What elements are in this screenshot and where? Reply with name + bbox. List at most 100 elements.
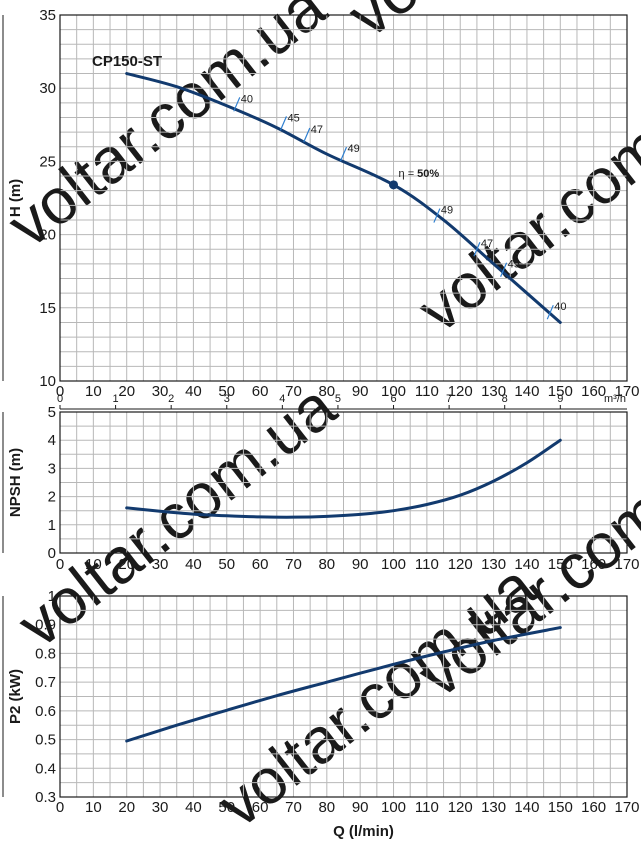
power-axis-label: P2 (kW) [7,669,24,724]
x-tick-label: 100 [381,556,406,573]
x-tick-label: 90 [352,383,369,400]
x-tick-label: 140 [514,799,539,816]
head-axis-label: H (m) [7,179,24,217]
y-tick-label: 30 [39,80,56,97]
x-tick-label: 50 [218,556,235,573]
y-tick-label: 25 [39,153,56,170]
m3h-tick-label: 1 [113,393,119,405]
y-tick-label: 1 [48,588,56,605]
efficiency-label: 47 [311,124,323,136]
x-tick-label: 120 [448,556,473,573]
x-tick-label: 80 [318,556,335,573]
y-tick-label: 0.6 [35,703,56,720]
x-tick-label: 110 [415,383,439,400]
x-tick-label: 60 [252,383,269,400]
x-tick-label: 70 [285,799,302,816]
x-tick-label: 40 [185,383,202,400]
bep-value: 50% [417,168,439,180]
x-tick-label: 80 [318,383,335,400]
y-tick-label: 35 [39,7,56,24]
y-tick-label: 0.8 [35,645,56,662]
x-tick-label: 30 [152,383,169,400]
efficiency-tick [280,116,286,130]
series-name-label: CP150-ST [92,53,162,70]
x-tick-label: 150 [548,799,573,816]
m3h-tick-label: 8 [502,393,508,405]
x-tick-label: 140 [514,556,539,573]
x-tick-label: 100 [381,799,406,816]
x-tick-label: 60 [252,556,269,573]
efficiency-label: 49 [441,205,453,217]
npsh-axis-label: NPSH (m) [7,448,24,517]
x-tick-label: 20 [118,383,135,400]
x-tick-label: 80 [318,799,335,816]
efficiency-tick [304,128,310,142]
x-tick-label: 50 [218,799,235,816]
y-tick-label: 0.5 [35,732,56,749]
m3h-tick-label: 6 [390,393,396,405]
y-tick-label: 0.7 [35,674,56,691]
x-tick-label: 0 [56,799,64,816]
watermark-text: voltar.com.ua [334,0,641,51]
x-tick-label: 170 [614,556,639,573]
efficiency-label: 45 [287,112,299,124]
x-tick-label: 170 [614,799,639,816]
watermark-text: voltar.com.ua [0,0,339,261]
x-tick-label: 90 [352,556,369,573]
m3h-tick-label: 7 [446,393,452,405]
y-tick-label: 1 [48,517,56,534]
y-tick-label: 4 [48,432,56,449]
y-tick-label: 3 [48,460,56,477]
bep-prefix: η = [399,168,418,180]
x-tick-label: 20 [118,799,135,816]
flow-axis-label: Q (l/min) [333,823,394,840]
m3h-tick-label: 2 [168,393,174,405]
x-tick-label: 40 [185,799,202,816]
x-tick-label: 130 [481,556,506,573]
x-tick-label: 160 [581,383,606,400]
x-tick-label: 110 [415,799,439,816]
m3h-tick-label: 4 [279,393,285,405]
m3h-tick-label: 5 [335,393,341,405]
y-tick-label: 0 [48,545,56,562]
efficiency-label: 47 [481,238,493,250]
efficiency-label: 45 [508,259,520,271]
y-tick-label: 5 [48,404,56,421]
m3h-tick-label: 0 [57,393,63,405]
x-tick-label: 40 [185,556,202,573]
best-efficiency-label: η = 50% [399,168,440,180]
x-tick-label: 160 [581,556,606,573]
x-tick-label: 140 [514,383,539,400]
y-tick-label: 10 [39,373,56,390]
x-tick-label: 160 [581,799,606,816]
x-tick-label: 10 [85,383,102,400]
y-tick-label: 20 [39,227,56,244]
m3h-axis: 0 1 2 3 4 5 6 7 8 9 m³/h [57,393,627,409]
y-tick-label: 2 [48,489,56,506]
y-tick-label: 0.9 [35,617,56,634]
x-tick-label: 60 [252,799,269,816]
efficiency-label: 40 [241,93,253,105]
x-tick-label: 120 [448,799,473,816]
y-tick-label: 0.4 [35,760,56,777]
x-tick-label: 70 [285,556,302,573]
y-tick-label: 0.3 [35,789,56,806]
x-tick-label: 10 [85,799,102,816]
x-tick-label: 130 [481,799,506,816]
efficiency-label: 40 [554,301,566,313]
best-efficiency-point [389,180,398,189]
x-tick-label: 70 [285,383,302,400]
x-tick-label: 30 [152,556,169,573]
x-tick-label: 150 [548,556,573,573]
watermark-text: voltar.com.ua [404,55,641,346]
x-tick-label: 90 [352,799,369,816]
m3h-unit-label: m³/h [604,393,626,405]
m3h-tick-label: 3 [224,393,230,405]
x-tick-label: 10 [85,556,102,573]
x-tick-label: 20 [118,556,135,573]
efficiency-label: 49 [348,143,360,155]
m3h-tick-label: 9 [557,393,563,405]
y-tick-label: 15 [39,300,56,317]
x-tick-label: 30 [152,799,169,816]
